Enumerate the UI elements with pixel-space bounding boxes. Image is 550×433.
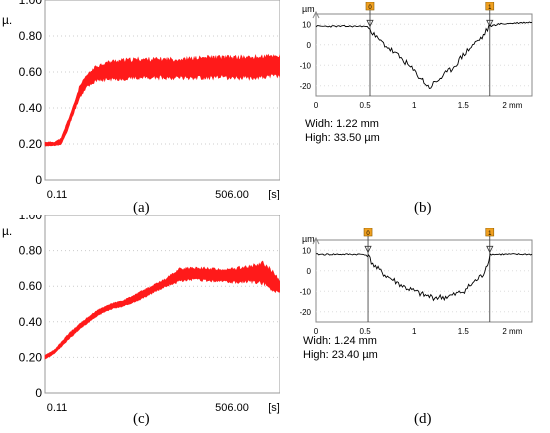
a-xtick-label: 0.11 [47, 189, 68, 200]
caption-c: (c) [133, 411, 150, 427]
a-ytick-label: 0.20 [19, 137, 43, 151]
chart-d-yunit: µm [302, 234, 315, 244]
d-marker-flag [363, 228, 373, 237]
chart-b-xticks: 0 0.5 1 1.5 2 mm [314, 101, 523, 110]
d-ytick-label: -10 [300, 287, 312, 296]
chart-c-yticks: 1.00 0.80 0.60 0.40 0.20 0 [19, 215, 43, 400]
a-ytick-label: 0.40 [19, 101, 43, 115]
a-ytick-label: 0.80 [19, 29, 43, 43]
chart-c-frame [44, 215, 280, 394]
b-xtick-label: 1.5 [458, 101, 470, 110]
c-ytick-label: 0 [35, 386, 42, 400]
caption-b: (b) [414, 200, 432, 216]
b-ytick-label: 0 [307, 41, 312, 50]
d-xtick-label: 1 [412, 327, 417, 336]
chart-c: µ. 1.00 0.80 0.60 0.40 0.20 0 0.11 506.00 [s] [2, 215, 280, 414]
chart-c-plot [44, 260, 280, 360]
chart-d-width-text: Widh: 1.24 mm [303, 335, 377, 347]
chart-b-plot [315, 21, 533, 90]
b-xtick-label: 0 [314, 101, 319, 110]
chart-b-yunit: µm [302, 4, 315, 14]
d-marker-label: 0 [366, 231, 370, 237]
b-ytick-label: 10 [302, 20, 311, 29]
c-ytick-label: 0.80 [19, 244, 43, 258]
c-ytick-label: 0.60 [19, 279, 43, 293]
c-xtick-label: [s] [268, 402, 280, 414]
caption-a: (a) [133, 200, 150, 216]
chart-a: µ. 1.00 0.80 0.60 0.40 0.20 0 0.11 506.00 [s] [2, 0, 280, 200]
a-xtick-label: 506.00 [215, 189, 249, 200]
chart-a-frame [44, 0, 280, 181]
b-marker-label: 1 [488, 5, 492, 11]
c-ytick-label: 0.20 [19, 350, 43, 364]
d-xtick-label: 2 mm [502, 327, 522, 336]
d-frame [315, 239, 533, 323]
c-xtick-label: 506.00 [215, 402, 249, 414]
chart-d-xticks: 0 0.5 1 1.5 2 mm [314, 327, 523, 336]
d-xtick-label: 0 [314, 327, 319, 336]
d-marker-flag [485, 228, 495, 237]
b-marker-flag [365, 2, 375, 11]
b-ytick-label: -20 [300, 82, 312, 91]
d-marker-arrow [486, 245, 494, 254]
chart-a-ylabel: µ. [2, 13, 12, 27]
b-xtick-label: 0.5 [360, 101, 372, 110]
b-ytick-label: -10 [300, 61, 312, 70]
d-ytick-label: 0 [307, 267, 312, 276]
b-marker-label: 0 [368, 5, 372, 11]
chart-b-width-text: Widh: 1.22 mm [305, 118, 379, 130]
c-series-band [44, 260, 280, 360]
chart-b-height-text: High: 33.50 µm [305, 132, 380, 144]
d-profile-line [315, 253, 533, 302]
d-yaxis-arrow [312, 236, 320, 245]
chart-b-axes [312, 10, 533, 97]
chart-d-axes [312, 236, 533, 323]
b-xtick-label: 2 mm [502, 101, 522, 110]
chart-b-yticks: 10 0 -10 -20 [300, 20, 312, 91]
chart-c-xticks: 0.11 506.00 [s] [47, 402, 280, 414]
caption-d: (d) [414, 411, 432, 427]
b-marker-arrow [486, 19, 494, 28]
a-ytick-label: 0.60 [19, 65, 43, 79]
d-ytick-label: -20 [300, 308, 312, 317]
a-ytick-label: 0 [35, 173, 42, 187]
c-xtick-label: 0.11 [47, 402, 68, 414]
a-xtick-label: [s] [268, 189, 280, 200]
b-profile-line [315, 21, 533, 90]
c-ytick-label: 0.40 [19, 315, 43, 329]
chart-d-yticks: 10 0 -10 -20 [300, 246, 312, 317]
d-xtick-label: 0.5 [360, 327, 372, 336]
d-ytick-label: 10 [302, 246, 311, 255]
d-marker-arrow [364, 245, 372, 254]
chart-d-height-text: High: 23.40 µm [303, 349, 378, 361]
c-ytick-label: 1.00 [19, 215, 43, 222]
b-marker-arrow [366, 19, 374, 28]
chart-a-plot [44, 53, 280, 147]
b-xtick-label: 1 [412, 101, 417, 110]
chart-c-ylabel: µ. [2, 224, 12, 238]
b-frame [315, 13, 533, 97]
chart-a-yticks: 1.00 0.80 0.60 0.40 0.20 0 [19, 0, 43, 187]
a-ytick-label: 1.00 [19, 0, 43, 7]
b-yaxis-arrow [312, 10, 320, 19]
d-marker-label: 1 [488, 231, 492, 237]
d-xtick-label: 1.5 [458, 327, 470, 336]
chart-d-plot [315, 253, 533, 302]
chart-a-xticks: 0.11 506.00 [s] [47, 189, 280, 200]
b-marker-flag [485, 2, 495, 11]
a-series-band [44, 53, 280, 147]
